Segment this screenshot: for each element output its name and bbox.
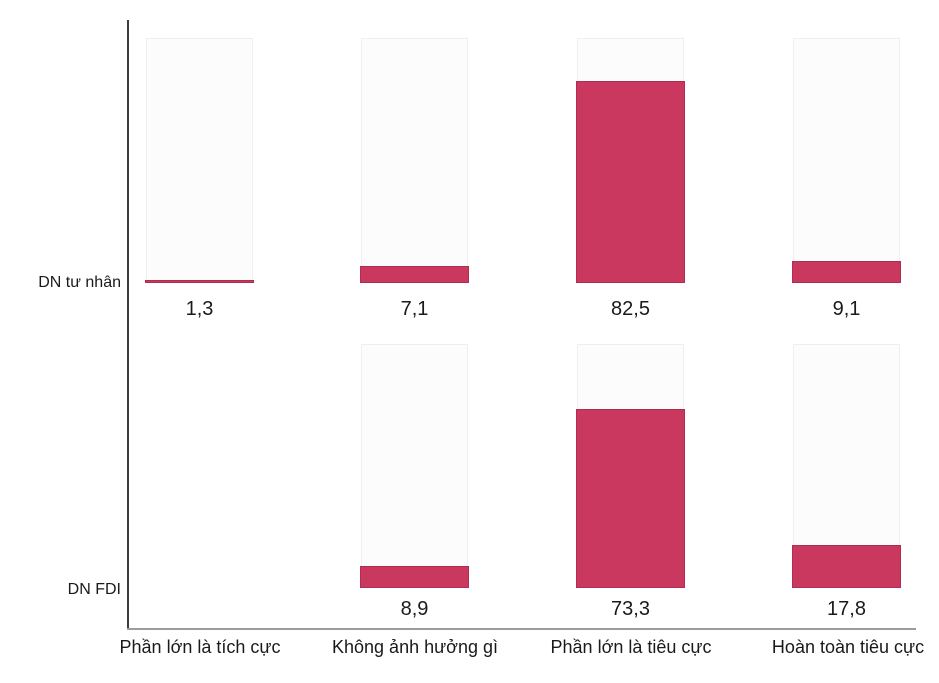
bar-fdi-hoan-toan-tieu-cuc: [792, 544, 901, 588]
panel-tu-nhan-hoan-toan-tieu-cuc: [792, 38, 901, 283]
x-axis-line: [127, 628, 916, 630]
bar-fdi-khong-anh-huong: [360, 566, 469, 588]
value-label: 8,9: [400, 598, 429, 620]
value-label: 9,1: [832, 298, 861, 320]
category-label-hoan-toan-tieu-cuc: Hoàn toàn tiêu cực: [771, 637, 925, 657]
y-axis-line: [127, 20, 129, 630]
bar-tu-nhan-tieu-cuc: [576, 80, 685, 283]
value-label: 1,3: [185, 298, 214, 320]
panel-fdi-tieu-cuc: [576, 344, 685, 588]
value-label: 82,5: [611, 298, 650, 320]
bar-tu-nhan-khong-anh-huong: [360, 265, 469, 283]
value-label: 73,3: [611, 598, 650, 620]
row-label-dn-fdi: DN FDI: [67, 581, 121, 598]
category-label-tich-cuc: Phần lớn là tích cực: [119, 637, 281, 657]
value-label: 7,1: [400, 298, 429, 320]
value-label: 17,8: [827, 598, 866, 620]
panel-tu-nhan-tieu-cuc: [576, 38, 685, 283]
category-label-tieu-cuc: Phần lớn là tiêu cực: [550, 637, 712, 657]
panel-fdi-hoan-toan-tieu-cuc: [792, 344, 901, 588]
bar-fdi-tieu-cuc: [576, 409, 685, 588]
panel-tu-nhan-khong-anh-huong: [360, 38, 469, 283]
bar-tu-nhan-hoan-toan-tieu-cuc: [792, 260, 901, 283]
panel-tu-nhan-tich-cuc: [145, 38, 254, 283]
row-label-dn-tu-nhan: DN tư nhân: [38, 274, 121, 291]
panel-fdi-khong-anh-huong: [360, 344, 469, 588]
bar-tu-nhan-tich-cuc: [145, 279, 254, 283]
category-label-khong-anh-huong: Không ảnh hưởng gì: [332, 637, 498, 657]
